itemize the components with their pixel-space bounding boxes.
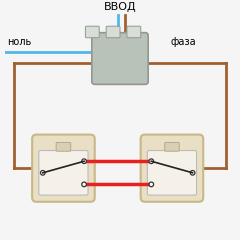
Circle shape <box>190 170 195 175</box>
FancyBboxPatch shape <box>147 150 197 195</box>
Circle shape <box>82 159 86 163</box>
FancyBboxPatch shape <box>56 143 71 151</box>
Text: фаза: фаза <box>171 37 196 47</box>
Circle shape <box>149 182 154 187</box>
Circle shape <box>41 170 45 175</box>
FancyBboxPatch shape <box>141 135 203 202</box>
FancyBboxPatch shape <box>127 26 141 38</box>
FancyBboxPatch shape <box>85 26 99 38</box>
FancyBboxPatch shape <box>165 143 179 151</box>
FancyBboxPatch shape <box>39 150 88 195</box>
FancyBboxPatch shape <box>106 26 120 38</box>
Text: ВВОД: ВВОД <box>104 2 136 12</box>
Circle shape <box>149 159 154 163</box>
FancyBboxPatch shape <box>32 135 95 202</box>
Circle shape <box>82 182 86 187</box>
FancyBboxPatch shape <box>92 33 148 84</box>
Text: ноль: ноль <box>7 37 31 47</box>
